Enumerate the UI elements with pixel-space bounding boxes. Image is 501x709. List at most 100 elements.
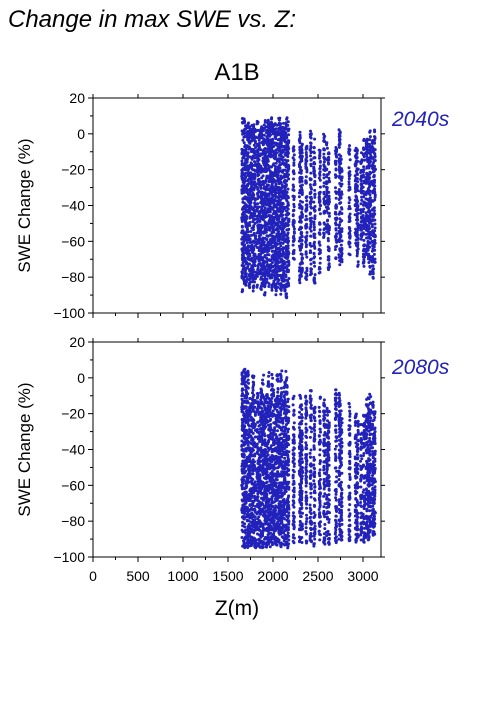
data-point — [338, 142, 342, 146]
data-point — [317, 248, 321, 252]
data-point — [270, 288, 274, 292]
data-point — [313, 188, 317, 192]
data-point — [252, 231, 256, 235]
data-point — [266, 158, 270, 162]
data-point — [248, 470, 251, 474]
data-point — [253, 212, 257, 216]
data-point — [278, 166, 282, 170]
data-point — [318, 207, 322, 211]
data-point — [287, 220, 291, 224]
data-point — [348, 187, 352, 191]
data-point — [254, 234, 258, 238]
data-point — [245, 217, 248, 221]
data-point — [280, 139, 284, 142]
data-point — [298, 139, 302, 143]
data-point — [244, 430, 248, 434]
data-point — [277, 170, 281, 174]
data-point — [312, 169, 316, 173]
data-point — [300, 183, 304, 187]
data-point — [366, 156, 370, 160]
data-point — [248, 220, 252, 224]
data-point — [356, 222, 360, 226]
data-point — [337, 165, 341, 169]
data-point — [313, 245, 317, 249]
data-point — [265, 260, 269, 264]
data-point — [275, 151, 279, 155]
data-point — [264, 246, 268, 250]
data-point — [266, 207, 270, 211]
data-point — [253, 280, 256, 284]
data-point — [339, 167, 343, 171]
data-point — [339, 243, 343, 247]
data-point — [286, 236, 290, 240]
data-point — [260, 406, 264, 410]
data-point — [373, 130, 377, 134]
data-point — [368, 190, 372, 194]
data-point — [250, 494, 254, 498]
y-tick-label: 0 — [77, 126, 85, 142]
data-point — [339, 234, 343, 237]
data-point — [252, 193, 256, 197]
data-point — [255, 220, 259, 224]
data-point — [362, 227, 366, 231]
data-point — [368, 193, 372, 197]
data-point — [253, 413, 257, 417]
data-point — [356, 199, 360, 203]
data-point — [297, 195, 301, 199]
data-point — [278, 198, 282, 202]
data-point — [283, 261, 286, 265]
data-point — [286, 128, 290, 132]
data-point — [251, 380, 255, 384]
data-point — [326, 237, 330, 240]
data-point — [270, 201, 274, 205]
data-point — [248, 397, 252, 400]
data-point — [327, 200, 331, 203]
data-point — [325, 180, 329, 184]
data-point — [373, 248, 377, 252]
data-point — [335, 148, 339, 152]
data-point — [268, 267, 272, 271]
data-point — [325, 193, 329, 197]
y-tick-label: −80 — [61, 513, 85, 529]
data-point — [286, 145, 290, 149]
data-point — [258, 219, 262, 223]
data-point — [257, 189, 261, 193]
data-point — [244, 494, 248, 498]
data-point — [261, 204, 265, 208]
data-point — [356, 236, 360, 240]
data-point — [322, 173, 326, 177]
data-point — [313, 195, 317, 199]
data-point — [334, 257, 338, 261]
data-point — [286, 123, 290, 127]
data-point — [244, 469, 248, 473]
data-point — [286, 159, 290, 163]
data-point — [265, 469, 269, 472]
data-point — [275, 173, 279, 176]
data-point — [253, 452, 257, 456]
data-point — [334, 168, 338, 172]
data-point — [305, 274, 309, 278]
y-axis-label: SWE Change (%) — [15, 382, 34, 516]
data-point — [373, 148, 377, 152]
data-point — [312, 167, 316, 170]
data-point — [242, 541, 246, 545]
data-point — [268, 216, 272, 220]
data-point — [249, 205, 253, 209]
data-point — [264, 229, 268, 233]
data-point — [284, 179, 288, 183]
data-point — [368, 220, 372, 224]
data-point — [305, 199, 309, 203]
data-point — [309, 229, 313, 233]
data-point — [286, 252, 290, 256]
data-point — [242, 217, 246, 221]
data-point — [270, 116, 274, 120]
data-point — [355, 184, 359, 188]
data-point — [327, 263, 331, 267]
x-tick-label: 0 — [89, 568, 97, 584]
data-point — [318, 222, 322, 226]
data-point — [305, 203, 309, 207]
data-point — [281, 170, 284, 173]
data-point — [286, 224, 290, 227]
data-point — [275, 234, 279, 238]
